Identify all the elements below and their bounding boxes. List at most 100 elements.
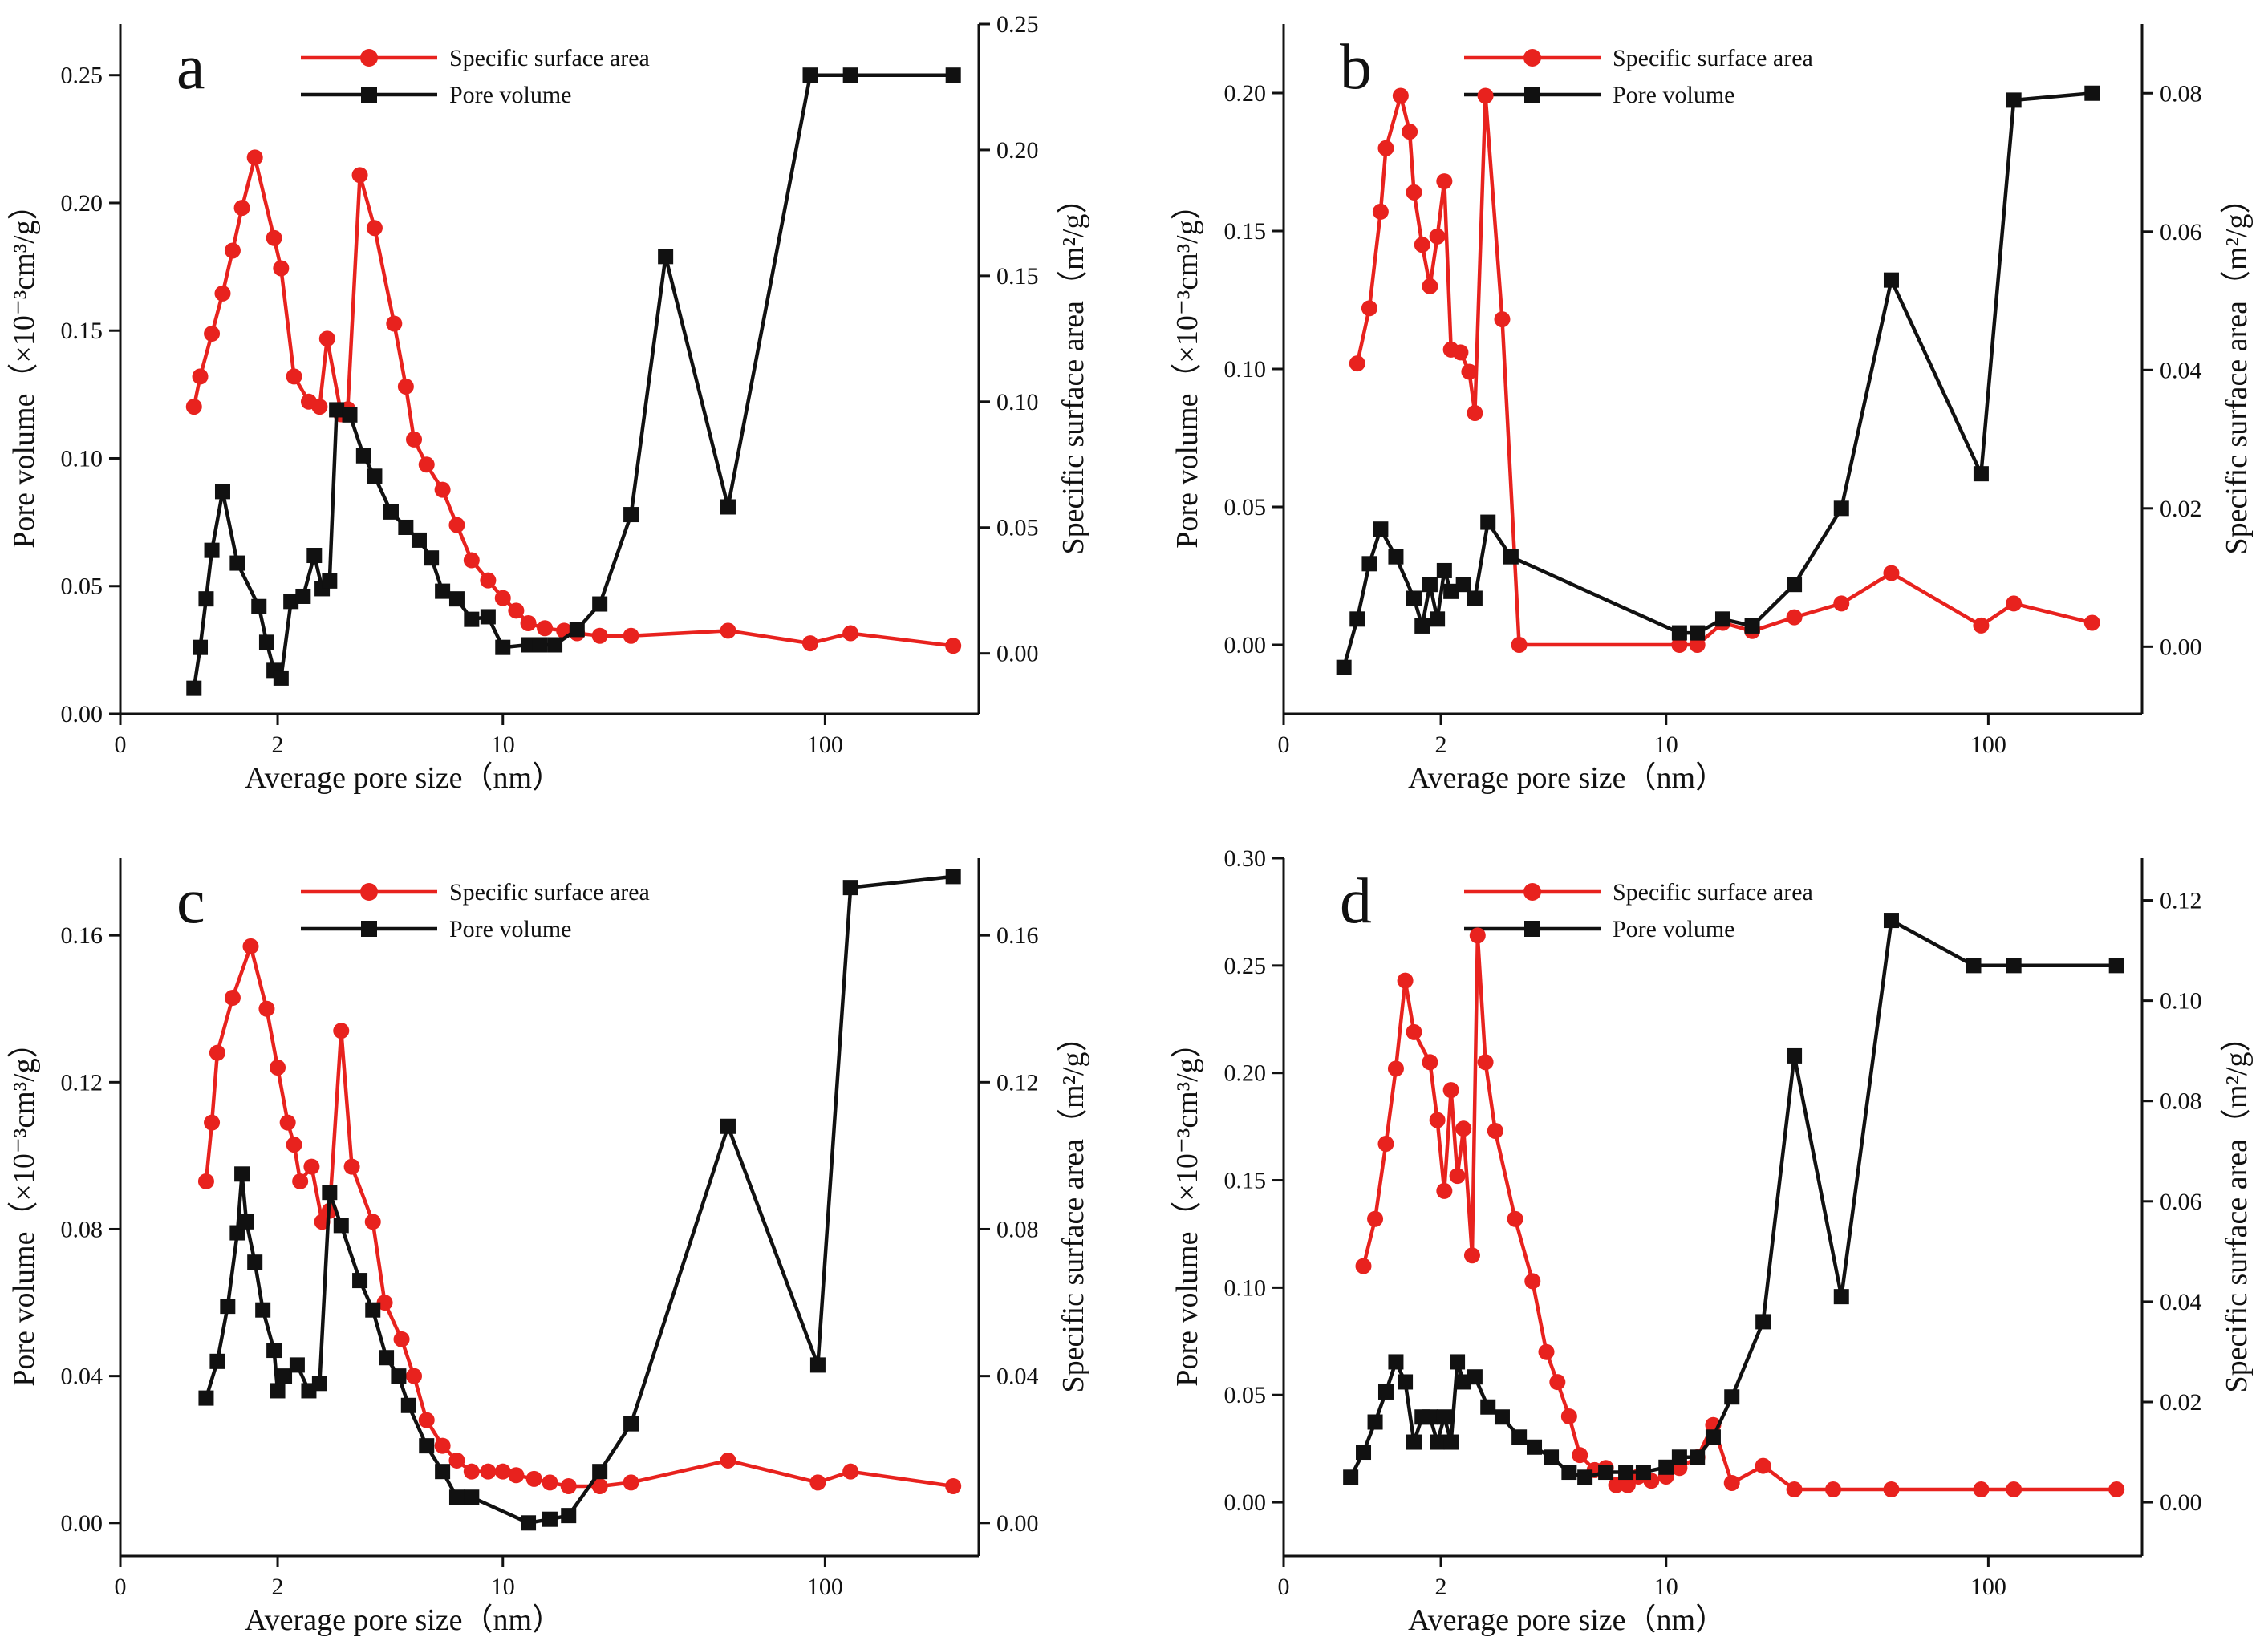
data-point-pore <box>542 1511 558 1527</box>
data-point-surface <box>1392 87 1409 104</box>
data-point-pore <box>1430 1434 1446 1450</box>
y-right-axis-title: Specific surface area（m²/g） <box>1057 1022 1090 1393</box>
right-tick-label: 0.20 <box>996 137 1039 164</box>
data-point-pore <box>289 1357 305 1373</box>
data-point-pore <box>842 67 858 83</box>
data-point-pore <box>1436 1409 1452 1425</box>
data-point-surface <box>270 1060 286 1076</box>
data-point-surface <box>224 242 241 259</box>
right-tick-label: 0.16 <box>996 922 1039 949</box>
right-tick-label: 0.06 <box>2160 1189 2202 1215</box>
data-point-pore <box>1443 1434 1459 1450</box>
x-tick-label: 0 <box>1278 1574 1290 1600</box>
panel-a: 0.00 0.05 0.10 0.15 0.20 0.25 0.00 0.05 0.10 0.15… <box>7 11 1090 795</box>
panel-c: 0.00 0.04 0.08 0.12 0.16 0.00 0.04 0.08 0.12 0.16… <box>7 858 1090 1637</box>
data-point-pore <box>198 591 214 607</box>
data-point-pore <box>391 1368 407 1384</box>
data-point-pore <box>419 1438 435 1454</box>
left-tick-label: 0.08 <box>61 1216 103 1242</box>
legend-label-surface: Specific surface area <box>1613 879 1813 906</box>
data-point-pore <box>1690 625 1706 641</box>
data-point-pore <box>1744 618 1760 634</box>
data-point-surface <box>1463 1247 1480 1264</box>
data-point-surface <box>1436 1182 1453 1199</box>
legend-label-pore: Pore volume <box>1613 916 1734 942</box>
data-point-surface <box>720 1452 736 1469</box>
series-line-surface <box>1361 934 2117 1492</box>
data-point-surface <box>1883 1481 1900 1498</box>
data-point-pore <box>1787 1047 1803 1064</box>
data-point-pore <box>379 1350 395 1366</box>
data-point-pore <box>1406 1434 1422 1450</box>
left-tick-label: 0.15 <box>1224 218 1267 245</box>
right-tick-label: 0.15 <box>996 263 1039 290</box>
data-point-surface <box>842 625 859 642</box>
data-point-pore <box>1480 514 1496 530</box>
data-point-surface <box>1406 1023 1422 1040</box>
data-point-pore <box>592 1464 608 1480</box>
left-tick-label: 0.20 <box>1224 1060 1267 1087</box>
data-point-surface <box>1755 1457 1771 1474</box>
data-point-surface <box>525 1470 542 1487</box>
data-point-pore <box>333 1218 349 1234</box>
data-point-surface <box>333 1023 350 1039</box>
data-point-pore <box>435 583 451 599</box>
data-point-surface <box>623 1474 639 1491</box>
data-point-pore <box>247 1254 263 1270</box>
data-point-surface <box>1397 972 1414 989</box>
data-point-pore <box>198 1390 214 1406</box>
data-point-pore <box>1833 1289 1849 1305</box>
data-point-pore <box>1373 521 1389 537</box>
data-point-surface <box>246 149 263 166</box>
data-point-pore <box>1598 1465 1614 1481</box>
left-tick-label: 0.00 <box>61 1510 103 1537</box>
data-point-surface <box>1572 1447 1588 1464</box>
left-tick-label: 0.10 <box>1224 356 1267 383</box>
data-point-pore <box>547 637 563 653</box>
legend-marker-pore <box>361 921 377 937</box>
data-point-surface <box>397 378 414 395</box>
data-point-pore <box>802 67 818 83</box>
right-tick-label: 0.00 <box>996 1510 1039 1537</box>
data-point-surface <box>434 1437 451 1454</box>
data-point-pore <box>623 507 639 523</box>
data-point-pore <box>1577 1469 1593 1485</box>
left-tick-label: 0.10 <box>1224 1274 1267 1301</box>
data-point-surface <box>1387 1060 1404 1077</box>
y-left-axis-title: Pore volume（×10⁻³cm³/g） <box>1171 1027 1204 1386</box>
panel-letter: c <box>176 866 205 937</box>
data-point-pore <box>1467 590 1483 606</box>
data-point-surface <box>1507 1210 1523 1227</box>
y-right-axis-title: Specific surface area（m²/g） <box>1057 184 1090 555</box>
data-point-surface <box>591 627 608 644</box>
data-point-pore <box>1883 272 1899 288</box>
data-point-surface <box>1825 1481 1842 1498</box>
series-line-surface <box>1355 94 2093 647</box>
x-tick-label: 0 <box>1278 731 1290 758</box>
data-point-surface <box>494 590 511 606</box>
data-point-surface <box>560 1478 577 1494</box>
data-point-surface <box>224 990 241 1006</box>
data-point-pore <box>1388 549 1404 565</box>
data-point-pore <box>352 1273 368 1289</box>
x-tick-label: 100 <box>807 731 843 758</box>
y-left-axis-title: Pore volume（×10⁻³cm³/g） <box>7 1027 41 1386</box>
data-point-surface <box>1524 1273 1541 1290</box>
data-point-surface <box>591 1478 608 1494</box>
left-tick-label: 0.00 <box>1224 632 1267 658</box>
data-point-surface <box>463 1463 480 1480</box>
data-point-surface <box>1973 1481 1990 1498</box>
legend-marker-surface <box>1523 883 1541 901</box>
data-point-pore <box>277 1368 293 1384</box>
legend-marker-surface <box>1523 49 1541 67</box>
x-tick-label: 10 <box>491 1574 515 1600</box>
data-point-pore <box>464 1489 480 1505</box>
right-tick-label: 0.00 <box>2160 634 2202 660</box>
data-point-surface <box>480 572 497 589</box>
data-point-surface <box>1786 609 1803 626</box>
data-point-pore <box>204 542 220 558</box>
data-point-pore <box>1544 1449 1560 1465</box>
data-point-pore <box>1356 1445 1372 1461</box>
data-point-surface <box>494 1463 511 1480</box>
data-point-surface <box>1973 617 1990 634</box>
